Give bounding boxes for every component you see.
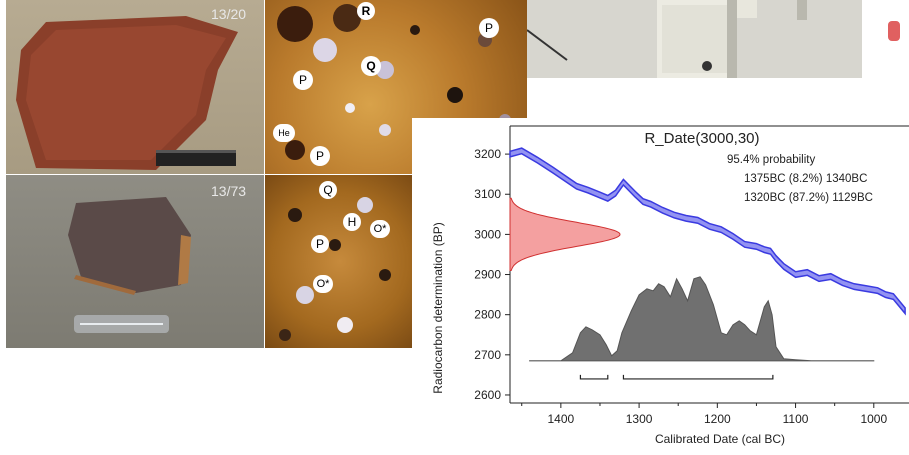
sherd-label-bottom: 13/73 [211, 183, 247, 199]
annotation-range-2: 1320BC (87.2%) 1129BC [744, 192, 873, 204]
mineral-label-r: R [357, 2, 375, 20]
sherd-photo-13-73: 13/73 [6, 175, 264, 348]
mineral-label-p1: P [479, 18, 499, 38]
mineral-label-he: He [273, 124, 295, 142]
thin-section-bottom-image [279, 197, 391, 341]
y-tick-label-2800: 2800 [474, 308, 501, 322]
mineral-label-p3: P [310, 146, 330, 166]
y-tick-label-2600: 2600 [474, 388, 501, 402]
mineral-label-q2: Q [319, 181, 337, 199]
sherd-13-20-image [16, 16, 238, 170]
mineral-label-o1: O* [370, 220, 390, 238]
calibration-chart: 3200 3100 3000 2900 2800 2700 2600 1400 1300 1200… [412, 118, 909, 450]
sherd-label-top: 13/20 [211, 6, 247, 22]
annotation-range-1: 1375BC (8.2%) 1340BC [744, 173, 867, 185]
mineral-label-q: Q [361, 56, 381, 76]
calibration-curve-band [509, 147, 906, 316]
y-axis-label: Radiocarbon determination (BP) [431, 222, 445, 393]
measurement-distribution [509, 197, 621, 272]
lab-photo [527, 0, 862, 78]
x-tick-label-1000: 1000 [860, 412, 887, 426]
sherd-13-73-image [68, 197, 191, 333]
mineral-label-p2: P [293, 70, 313, 90]
thin-section-top-image [277, 4, 511, 160]
mineral-label-h: H [343, 213, 361, 231]
mineral-label-p4: P [311, 235, 329, 253]
chart-title: R_Date(3000,30) [644, 130, 759, 147]
x-axis-label: Calibrated Date (cal BC) [655, 432, 785, 446]
x-tick-label-1400: 1400 [548, 412, 575, 426]
x-tick-label-1100: 1100 [783, 412, 809, 426]
x-tick-label-1200: 1200 [704, 412, 731, 426]
partial-red-button[interactable] [888, 21, 900, 41]
y-tick-label-3000: 3000 [474, 227, 501, 241]
lab-photo-image [527, 0, 862, 78]
sherd-photo-13-20: 13/20 [6, 0, 264, 174]
y-tick-label-2700: 2700 [474, 348, 501, 362]
y-tick-label-3100: 3100 [474, 187, 501, 201]
calibrated-date-distribution [529, 276, 875, 362]
thin-section-bottom: Q H O* P O* [265, 175, 415, 348]
calibration-chart-svg: 3200 3100 3000 2900 2800 2700 2600 1400 1300 1200… [431, 125, 909, 446]
x-tick-label-1300: 1300 [626, 412, 653, 426]
annotation-probability: 95.4% probability [727, 154, 815, 166]
y-tick-label-3200: 3200 [474, 147, 501, 161]
hpd-range-bracket-1 [579, 374, 609, 380]
y-tick-label-2900: 2900 [474, 268, 501, 282]
hpd-range-bracket-2 [622, 374, 774, 380]
mineral-label-o2: O* [313, 275, 333, 293]
